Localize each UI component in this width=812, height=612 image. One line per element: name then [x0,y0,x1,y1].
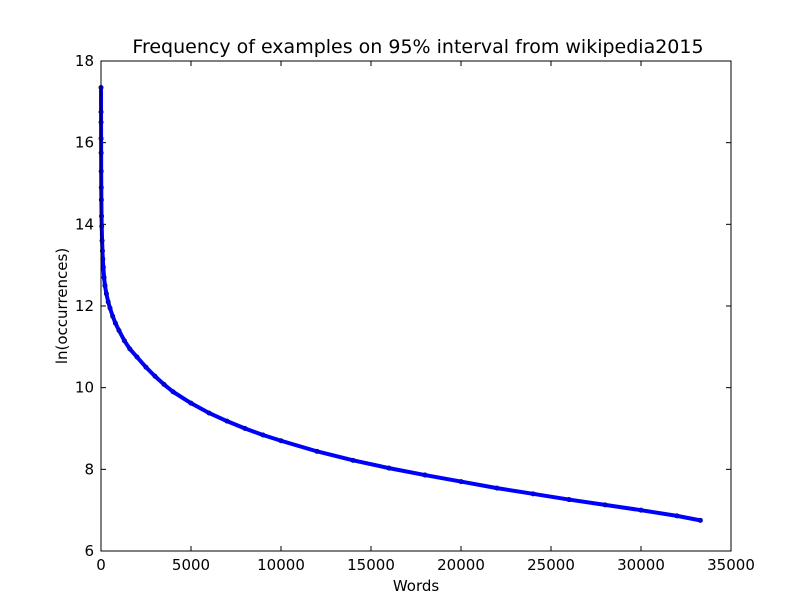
data-point [566,497,572,503]
data-point [530,491,536,497]
data-point [110,313,116,319]
y-tick-label: 12 [75,297,94,315]
data-point [278,438,284,444]
data-point [161,381,167,387]
data-point [127,346,133,352]
y-tick-label: 18 [75,52,94,70]
data-point [103,291,109,297]
y-tick-label: 16 [75,134,94,152]
data-point [260,432,266,438]
data-point [386,465,392,471]
x-tick-label: 20000 [437,556,485,574]
y-tick-label: 8 [84,460,94,478]
data-point [350,457,356,463]
tick-labels: 0 5000 10000 15000 20000 25000 30000 35000 6 8 10 1… [75,52,755,574]
data-point [105,299,111,305]
data-point [134,354,140,360]
data-point [107,305,113,311]
x-axis-label: Words [393,577,440,595]
data-point [458,479,464,485]
data-point [152,373,158,379]
x-tick-label: 25000 [527,556,575,574]
data-point [494,485,500,491]
x-tick-label: 10000 [257,556,305,574]
data-point [697,517,703,523]
chart-title: Frequency of examples on 95% interval fr… [132,36,703,58]
y-tick-label: 10 [75,379,94,397]
x-tick-label: 15000 [347,556,395,574]
data-point [170,389,176,395]
data-point [99,213,105,219]
data-point [242,425,248,431]
y-axis-label: ln(occurrences) [53,248,71,364]
data-point [99,223,105,229]
data-point [674,513,680,519]
data-point [206,410,212,416]
y-tick-label: 6 [84,542,94,560]
x-tick-label: 35000 [707,556,755,574]
y-tick-label: 14 [75,215,94,233]
x-tick-label: 0 [96,556,106,574]
data-point [121,338,127,344]
data-point [101,274,107,280]
x-tick-label: 30000 [617,556,665,574]
x-tick-label: 5000 [172,556,210,574]
data-point [143,364,149,370]
data-point [102,283,108,289]
data-point [602,502,608,508]
data-point [314,448,320,454]
data-point [112,320,118,326]
data-point [188,400,194,406]
data-point [638,507,644,513]
data-point [116,327,122,333]
plot-frame [100,60,732,552]
data-point [224,418,230,424]
data-point [100,264,106,270]
data-point [422,472,428,478]
